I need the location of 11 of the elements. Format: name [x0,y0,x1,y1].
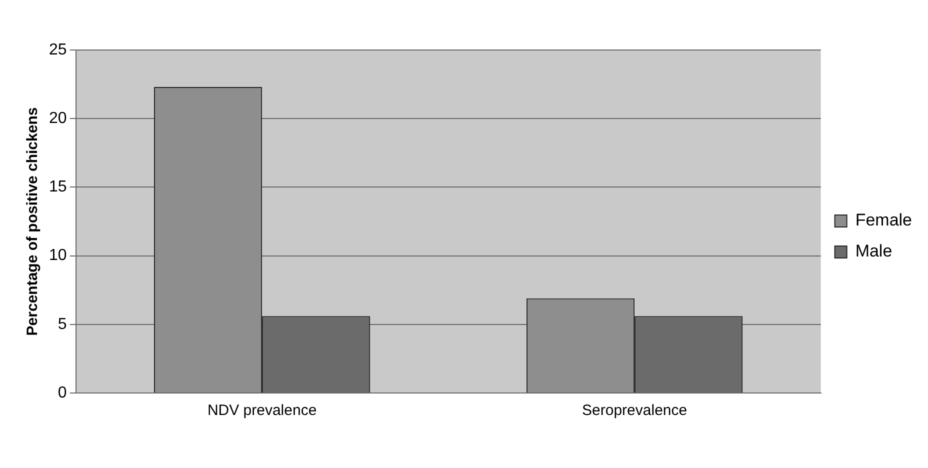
y-tick-label: 20 [49,110,67,128]
y-tick-label: 5 [58,316,67,333]
x-tick-label: NDV prevalence [207,402,317,420]
y-axis-title: Percentage of positive chickens [24,107,42,336]
x-tick-label: Seroprevalence [582,402,688,420]
y-tick-label: 25 [49,41,67,58]
y-tick-label: 0 [58,384,67,402]
y-tick-label: 10 [49,247,67,264]
y-tick-label: 15 [49,178,67,196]
legend-label: Female [855,210,912,230]
legend-label: Male [855,242,892,261]
